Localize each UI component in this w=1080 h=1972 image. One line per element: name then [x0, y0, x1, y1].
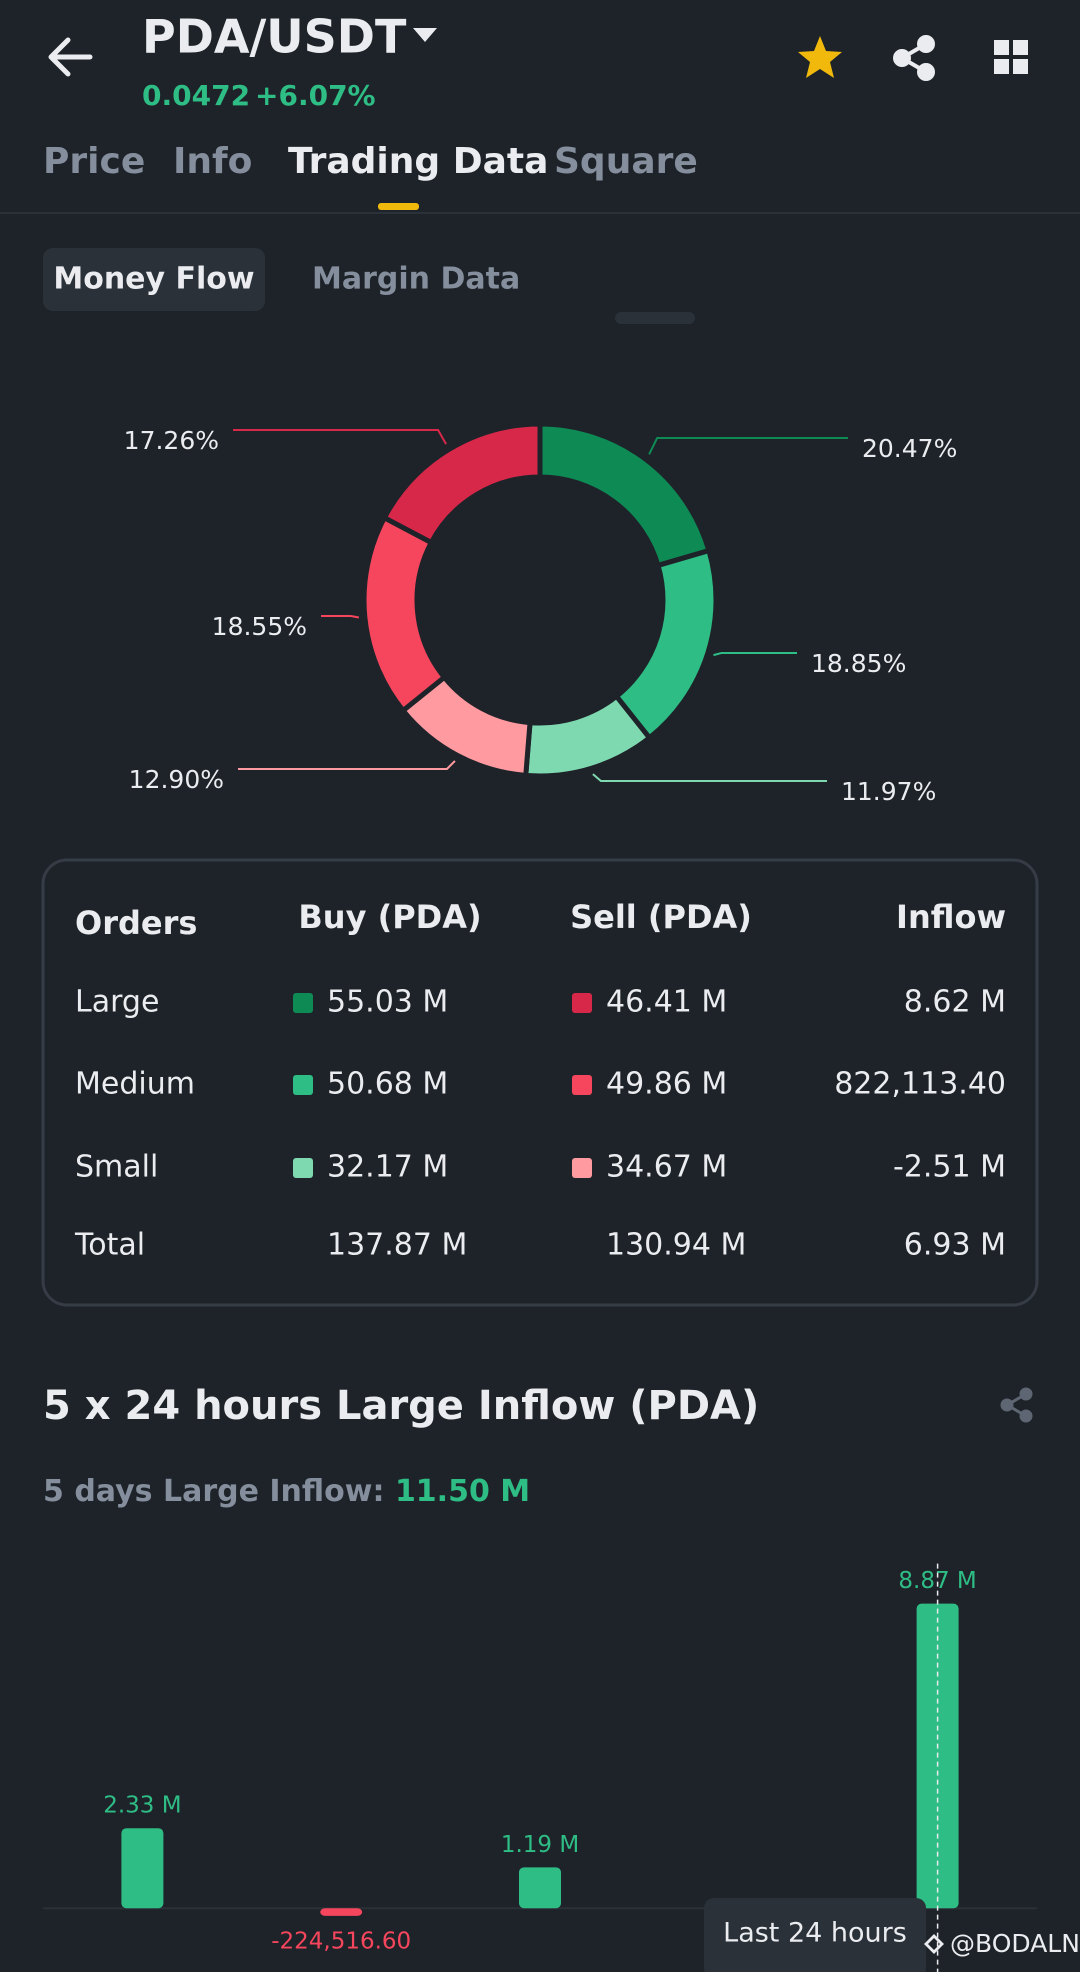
donut-segment [381, 421, 543, 546]
tooltip-box [704, 1898, 926, 1972]
orders-table [41, 858, 1039, 1307]
donut-label: 17.26% [124, 426, 219, 455]
sell-swatch [572, 993, 592, 1013]
donut-label: 11.97% [841, 777, 936, 806]
row-label: Small [75, 1150, 158, 1185]
tab[interactable]: Info [173, 141, 252, 182]
bar-value-label: 1.19 M [501, 1832, 579, 1858]
bar [519, 1867, 561, 1909]
sell-value: 49.86 M [606, 1067, 727, 1102]
watermark: @BODALN [950, 1929, 1080, 1958]
leader-line [321, 615, 360, 619]
sell-swatch [572, 1158, 592, 1178]
subtab-active-bg [43, 248, 265, 311]
table-header: Sell (PDA) [570, 898, 752, 936]
tooltip-label: Last 24 hours [723, 1918, 907, 1949]
buy-value: 137.87 M [327, 1228, 467, 1263]
back-button[interactable] [48, 37, 93, 77]
donut-label: 12.90% [129, 765, 224, 794]
inflow-value: -2.51 M [893, 1150, 1006, 1185]
bar [320, 1908, 363, 1916]
table-header: Buy (PDA) [298, 898, 481, 936]
grid-menu[interactable] [994, 40, 1028, 74]
bar-value-label: 2.33 M [103, 1793, 181, 1819]
tab-indicator [378, 203, 419, 210]
row-label: Large [75, 985, 159, 1020]
favorite-star[interactable] [798, 36, 842, 78]
bar-value-label: 8.87 M [898, 1568, 976, 1594]
leader-line [592, 773, 827, 782]
row-label: Medium [75, 1067, 195, 1102]
buy-swatch [293, 993, 313, 1013]
buy-value: 32.17 M [327, 1150, 448, 1185]
sell-value: 34.67 M [606, 1150, 727, 1185]
pair-dropdown[interactable] [413, 28, 437, 42]
inflow-value: 6.93 M [904, 1228, 1006, 1263]
scroll-handle [615, 312, 695, 324]
bar [121, 1828, 164, 1909]
table-header: Inflow [896, 898, 1006, 936]
subtab[interactable]: Margin Data [312, 262, 520, 297]
inflow-value: 8.62 M [904, 985, 1006, 1020]
subtab-active[interactable]: Money Flow [53, 262, 254, 297]
row-label: Total [74, 1228, 145, 1263]
sell-value: 130.94 M [606, 1228, 746, 1263]
table-header: Orders [75, 904, 197, 942]
tab-active[interactable]: Trading Data [288, 141, 548, 182]
leader-line [648, 437, 848, 455]
sell-swatch [572, 1075, 592, 1095]
chart-share[interactable] [1000, 1387, 1033, 1423]
inflow-value: 822,113.40 [834, 1067, 1006, 1102]
buy-swatch [293, 1075, 313, 1095]
subtitle-text: 5 days Large Inflow: [43, 1474, 384, 1509]
pair-title[interactable]: PDA/USDT [142, 10, 407, 64]
price: 0.0472 [142, 79, 250, 112]
chart-title: 5 x 24 hours Large Inflow (PDA) [43, 1383, 759, 1429]
buy-value: 55.03 M [327, 985, 448, 1020]
share-button[interactable] [893, 35, 935, 81]
donut-label: 18.55% [212, 612, 307, 641]
donut-label: 18.85% [811, 649, 906, 678]
tab[interactable]: Price [43, 141, 145, 182]
leader-line [233, 429, 447, 445]
watermark-logo [924, 1934, 944, 1954]
bar-value-label: -224,516.60 [271, 1928, 411, 1954]
subtitle-value: 11.50 M [395, 1474, 530, 1509]
sell-value: 46.41 M [606, 985, 727, 1020]
leader-line [713, 652, 797, 657]
chart-subtitle: 5 days Large Inflow: 11.50 M [43, 1474, 530, 1509]
price-change: +6.07% [255, 79, 376, 112]
leader-line [238, 760, 456, 770]
buy-swatch [293, 1158, 313, 1178]
donut-label: 20.47% [862, 434, 957, 463]
tab[interactable]: Square [554, 141, 698, 182]
buy-value: 50.68 M [327, 1067, 448, 1102]
